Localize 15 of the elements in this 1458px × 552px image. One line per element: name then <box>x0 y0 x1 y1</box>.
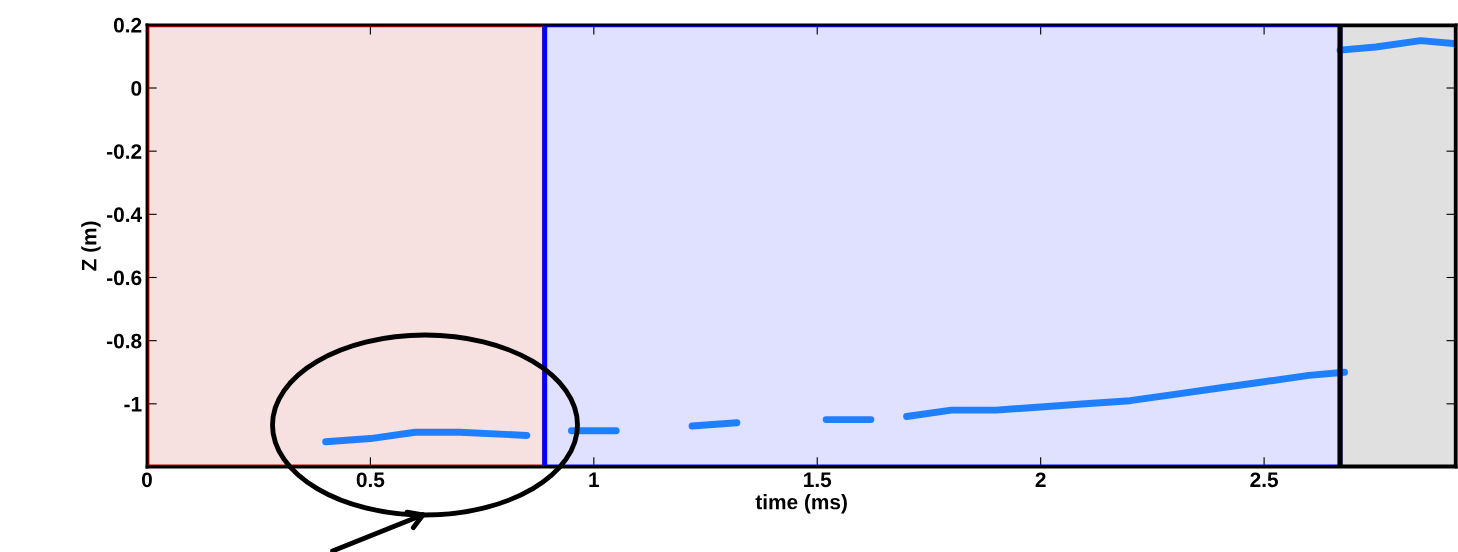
y-tick-label: -0.4 <box>107 207 142 223</box>
y-axis-title: Z (m) <box>81 221 101 271</box>
x-tick-label: 1 <box>589 472 600 487</box>
y-tick-label: 0 <box>131 81 142 96</box>
x-tick-label: 0 <box>142 472 152 488</box>
y-tick-label: 0.2 <box>113 17 142 33</box>
x-tick-label: 1.5 <box>804 472 832 488</box>
x-tick-label: 2.5 <box>1250 472 1278 488</box>
y-tick-label: -0.6 <box>107 270 142 286</box>
y-tick-label: -1 <box>124 397 142 412</box>
x-axis-title: time (ms) <box>755 494 847 514</box>
x-tick-label: 2 <box>1035 472 1046 487</box>
y-tick-label: -0.2 <box>107 144 142 159</box>
x-tick-label: 0.5 <box>356 472 385 488</box>
y-tick-label: -0.8 <box>107 333 142 349</box>
